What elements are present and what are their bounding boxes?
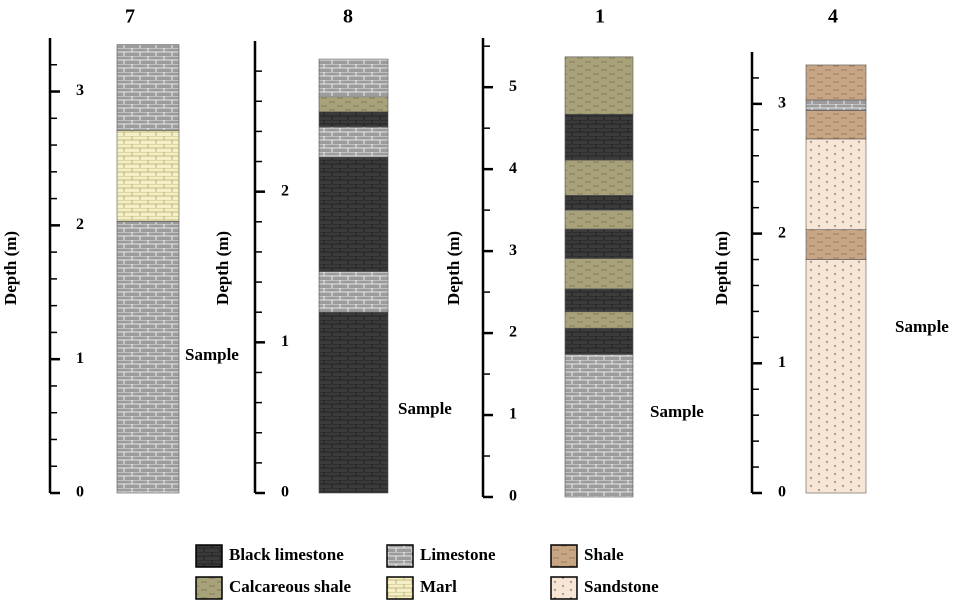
axis-label: Depth (m): [213, 231, 232, 305]
layer: [116, 130, 180, 222]
axis-label: Depth (m): [1, 231, 20, 305]
layer: [318, 271, 389, 313]
sample-label: Sample: [895, 317, 949, 336]
legend-swatch: [386, 576, 414, 600]
legend-label: Sandstone: [584, 577, 659, 596]
column: 7 Depth (m) 0 1 2 3 Sample: [1, 6, 239, 501]
legend-label: Shale: [584, 545, 624, 564]
layer: [318, 111, 389, 128]
axis-label: Depth (m): [712, 231, 731, 305]
layer: [805, 110, 867, 140]
layer: [805, 229, 867, 260]
sample-label: Sample: [650, 402, 704, 421]
tick-label: 2: [778, 224, 786, 241]
legend-swatch: [550, 544, 578, 568]
tick-label: 1: [281, 333, 289, 350]
layer: [564, 258, 634, 290]
tick-label: 4: [509, 160, 517, 177]
layer: [116, 221, 180, 494]
column-title: 1: [595, 6, 605, 28]
layer: [564, 195, 634, 211]
layer: [318, 96, 389, 113]
layer: [116, 44, 180, 131]
legend-swatch: [195, 576, 223, 600]
sample-label: Sample: [185, 345, 239, 364]
tick-label: 2: [509, 324, 517, 341]
layer: [564, 354, 634, 498]
tick-label: 0: [509, 488, 517, 505]
layer: [318, 156, 389, 272]
legend: Black limestone Limestone Shale Calcareous …: [195, 544, 659, 600]
legend-swatch: [195, 544, 223, 568]
layer: [805, 259, 867, 494]
layer: [564, 228, 634, 259]
layer: [564, 159, 634, 196]
tick-label: 3: [778, 95, 786, 112]
column-title: 7: [125, 6, 135, 28]
legend-swatch: [550, 576, 578, 600]
layer: [318, 58, 389, 98]
tick-label: 3: [509, 242, 517, 259]
tick-label: 1: [76, 350, 84, 367]
layer: [805, 99, 867, 111]
layer: [564, 311, 634, 329]
layer: [318, 126, 389, 158]
column-title: 4: [828, 6, 838, 28]
tick-label: 0: [76, 484, 84, 501]
legend-label: Marl: [420, 577, 457, 596]
layer: [805, 138, 867, 230]
axis-label: Depth (m): [444, 231, 463, 305]
column-title: 8: [343, 6, 353, 28]
layer: [318, 311, 389, 494]
tick-label: 0: [281, 484, 289, 501]
tick-label: 1: [509, 406, 517, 423]
tick-label: 1: [778, 354, 786, 371]
column: 4 Depth (m) 0 1 2 3 Sample: [712, 6, 949, 501]
legend-label: Black limestone: [229, 545, 344, 564]
tick-label: 2: [281, 182, 289, 199]
layer: [805, 64, 867, 101]
tick-label: 5: [509, 78, 517, 95]
legend-label: Calcareous shale: [229, 577, 351, 596]
column: 1 Depth (m) 0 1 2 3 4 5 Sample: [444, 6, 704, 505]
legend-label: Limestone: [420, 545, 496, 564]
column: 8 Depth (m) 0 1 2 Sample: [213, 6, 452, 501]
tick-label: 2: [76, 216, 84, 233]
legend-swatch: [386, 544, 414, 568]
tick-label: 3: [76, 82, 84, 99]
sample-label: Sample: [398, 399, 452, 418]
layer: [564, 327, 634, 355]
layer: [564, 113, 634, 161]
layer: [564, 56, 634, 115]
layer: [564, 209, 634, 230]
layer: [564, 288, 634, 313]
tick-label: 0: [778, 484, 786, 501]
